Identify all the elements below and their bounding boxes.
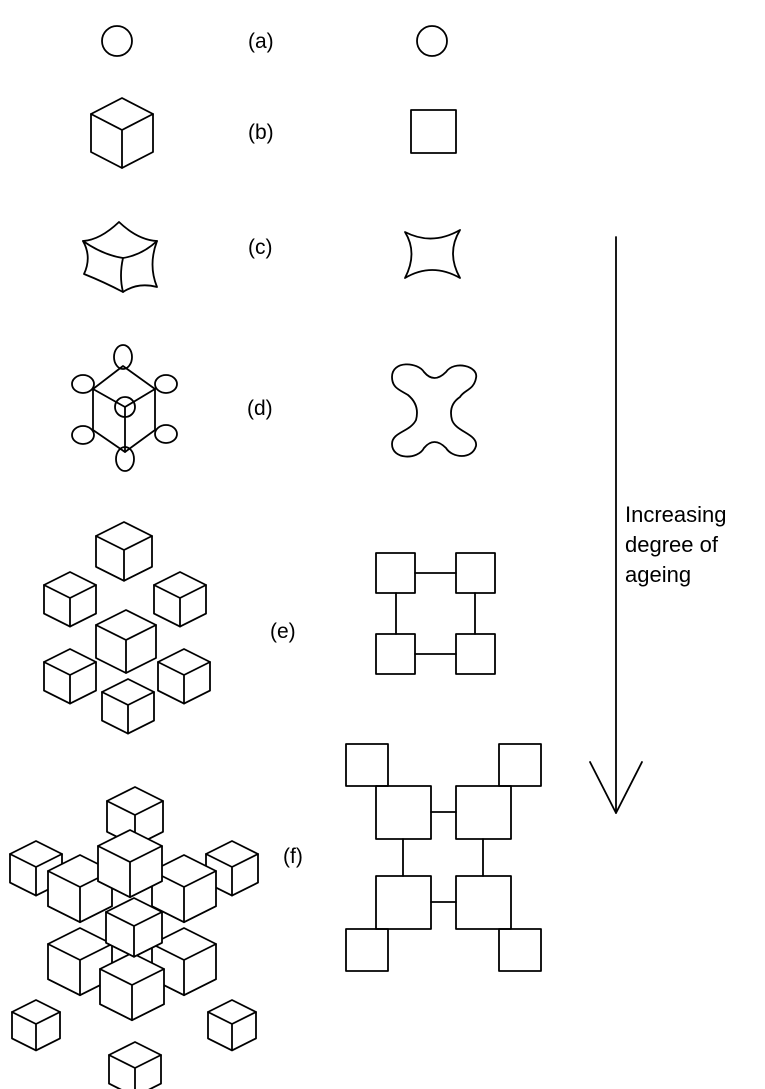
stage-b-label: (b) [248,121,274,144]
stage-e: (e) [43,521,496,735]
stage-a-2d-circle [416,25,448,57]
stage-a-3d-sphere [101,25,133,57]
stage-e-cube-5 [157,648,211,705]
stage-e-cube-6 [101,678,155,735]
stage-d: (d) [71,344,477,472]
stage-c: (c) [82,221,461,293]
stage-e-2d-square-cluster [375,552,496,675]
stage-f-label: (f) [283,845,303,868]
stage-d-2d-four-arm-dendrite [391,363,477,458]
stage-b-3d-cube [90,97,154,169]
stage-f-cube-3 [205,840,259,897]
stage-b-2d-square [410,109,457,154]
arrow-caption-line-3: ageing [625,562,691,587]
stage-e-cube-1 [95,521,153,582]
stage-f-cube-7 [47,927,113,997]
stage-e-cube-2 [43,571,97,628]
stage-f: (f) [9,743,542,1089]
stage-b: (b) [90,97,457,169]
stage-f-cube-9 [11,999,61,1052]
stage-f-2d-square-cluster [345,743,542,972]
arrow-caption: Increasing degree of ageing [625,502,727,587]
stage-c-label: (c) [248,236,273,259]
stage-f-cube-5 [151,854,217,924]
stage-f-cube-10 [207,999,257,1052]
arrow-caption-line-2: degree of [625,532,719,557]
stage-e-cube-7 [95,609,157,674]
stage-e-cube-3 [153,571,207,628]
stage-f-cube-6 [97,829,163,899]
ageing-arrow [589,236,643,814]
stage-e-cube-4 [43,648,97,705]
stage-c-3d-concave-cube [82,221,158,293]
arrow-caption-line-1: Increasing [625,502,727,527]
stage-e-label: (e) [270,620,296,643]
stage-f-cube-12 [108,1041,162,1089]
stage-f-cube-13 [105,897,163,958]
stage-e-3d-cube-cluster [43,521,211,735]
stage-d-3d-dendrite [71,344,178,472]
stage-c-2d-concave-square [404,229,461,279]
stage-d-label: (d) [247,397,273,420]
stage-a-label: (a) [248,30,274,53]
stage-a: (a) [101,25,448,57]
stage-f-3d-cube-cluster [9,786,259,1089]
